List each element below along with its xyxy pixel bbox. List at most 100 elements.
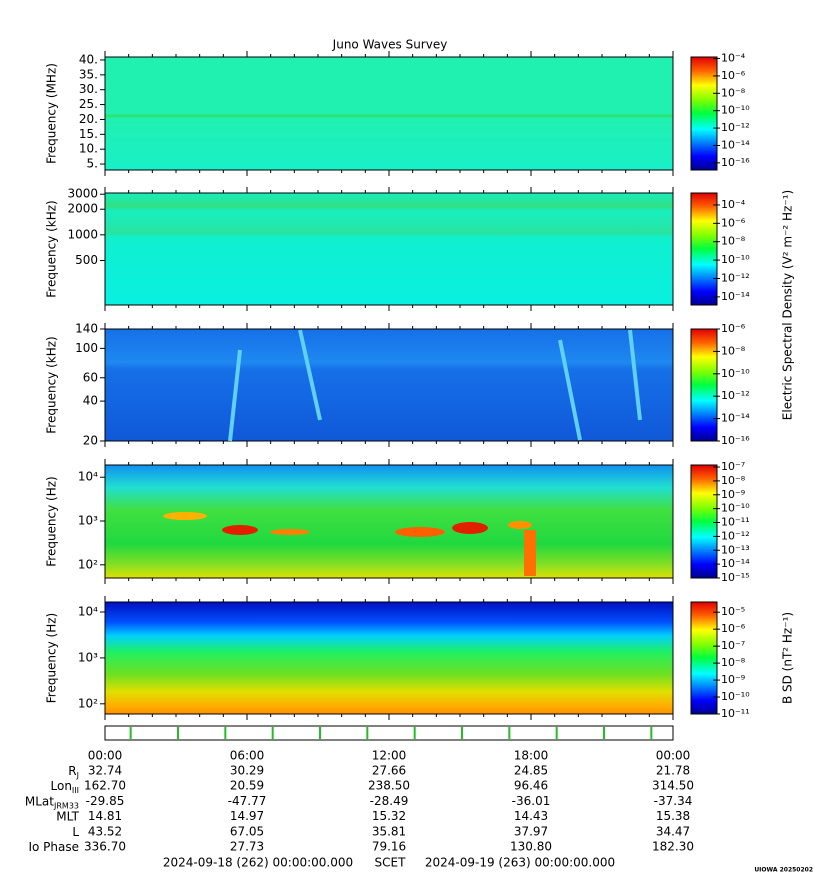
ephemeris-label-text: R [68, 764, 76, 778]
ephemeris-label-sub: III [72, 786, 79, 795]
emission [452, 522, 488, 534]
time-tick-label: 00:00 [656, 749, 691, 763]
y-tick-label: 10⁴ [78, 604, 98, 618]
ephemeris-value: -37.34 [654, 794, 693, 808]
colorbar-tick-label: 10⁻⁸ [721, 235, 746, 248]
ephemeris-label-text: MLat [25, 794, 54, 808]
footer-end: 2024-09-19 (263) 00:00:00.000 [425, 856, 615, 870]
ephemeris-value: 32.74 [88, 764, 122, 778]
time-tick-label: 06:00 [230, 749, 265, 763]
ephemeris-value: 34.47 [656, 824, 690, 838]
colorbar-tick-label: 10⁻⁹ [721, 488, 745, 501]
ephemeris-label: MLT [56, 809, 79, 823]
colorbar-tick-label: 10⁻¹⁵ [721, 571, 750, 584]
y-tick-label: 1000 [67, 227, 98, 241]
ephemeris-value: 14.81 [88, 809, 122, 823]
colorbar-tick-label: 10⁻⁸ [721, 474, 746, 487]
ephemeris-value: 27.73 [230, 840, 264, 854]
colorbar-tick-label: 10⁻⁷ [721, 639, 745, 652]
colorbar [690, 464, 718, 579]
y-tick-label: 40. [79, 52, 98, 66]
colorbar-tick-label: 10⁻⁴ [721, 198, 746, 211]
colorbar-tick-label: 10⁻⁶ [721, 216, 746, 229]
colorbar-tick-label: 10⁻¹⁰ [721, 253, 750, 266]
colorbar-tick-label: 10⁻¹² [721, 121, 750, 134]
ephemeris-label-sub: J [76, 771, 79, 780]
colorbar-tick-label: 10⁻¹² [721, 529, 750, 542]
spectrogram [105, 329, 673, 441]
y-axis-label: Frequency (kHz) [45, 200, 59, 297]
emission [508, 521, 532, 529]
ephemeris-value: 20.59 [230, 779, 264, 793]
colorbar-tick-label: 10⁻¹⁴ [721, 290, 750, 303]
colorbar-tick-label: 10⁻¹⁰ [721, 367, 750, 380]
y-tick-label: 20 [83, 434, 98, 448]
emission [524, 530, 536, 576]
ephemeris-value: 15.38 [656, 809, 690, 823]
ephemeris-value: 14.43 [514, 809, 548, 823]
y-tick-label: 10. [79, 142, 98, 156]
ephemeris-label-text: Lon [51, 779, 72, 793]
chart-title: Juno Waves Survey [332, 38, 448, 52]
colorbar-tick-label: 10⁻¹¹ [721, 516, 750, 529]
y-tick-label: 5. [87, 157, 98, 171]
colorbar-tick-label: 10⁻¹⁰ [721, 502, 750, 515]
ephemeris-label: L [72, 824, 79, 838]
colorbar-tick-label: 10⁻¹⁴ [721, 138, 750, 151]
y-axis-label: Frequency (Hz) [45, 613, 59, 704]
spectrogram [105, 602, 673, 714]
ephemeris-value: -47.77 [228, 794, 267, 808]
spectrogram [105, 193, 673, 305]
y-tick-label: 40 [83, 394, 98, 408]
colorbar-tick-label: 10⁻⁸ [721, 86, 746, 99]
ephemeris-value: 67.05 [230, 824, 264, 838]
colorbar-tick-label: 10⁻⁸ [721, 656, 746, 669]
y-tick-label: 25. [79, 97, 98, 111]
colorbar-tick-label: 10⁻⁸ [721, 344, 746, 357]
emission [228, 329, 642, 442]
emission [270, 529, 310, 535]
time-tick-label: 00:00 [88, 749, 123, 763]
colorbar-tick-label: 10⁻⁶ [721, 322, 746, 335]
colorbar-tick-label: 10⁻⁷ [721, 460, 745, 473]
ephemeris-value: 336.70 [84, 840, 126, 854]
y-tick-label: 2000 [67, 202, 98, 216]
emission [163, 512, 207, 520]
ephemeris-label: MLatJRM33 [25, 794, 79, 810]
y-axis-label: Frequency (Hz) [45, 476, 59, 567]
ephemeris-value: 30.29 [230, 764, 264, 778]
y-axis-label: Frequency (kHz) [45, 336, 59, 433]
ephemeris-value: 43.52 [88, 824, 122, 838]
colorbar-tick-label: 10⁻⁶ [721, 69, 746, 82]
y-tick-label: 20. [79, 112, 98, 126]
time-tick-label: 12:00 [372, 749, 407, 763]
colorbar-tick-label: 10⁻¹¹ [721, 707, 750, 720]
y-tick-label: 3000 [67, 187, 98, 201]
ephemeris-label-text: MLT [56, 809, 79, 823]
ephemeris-label: LonIII [51, 779, 80, 795]
ephemeris-label: Io Phase [28, 840, 79, 854]
ephemeris-value: 182.30 [652, 840, 694, 854]
y-tick-label: 10⁴ [78, 470, 98, 484]
colorbar-tick-label: 10⁻¹² [721, 271, 750, 284]
colorbar-tick-label: 10⁻¹⁶ [721, 156, 750, 169]
colorbar-tick-label: 10⁻¹⁴ [721, 412, 750, 425]
ephemeris-value: 21.78 [656, 764, 690, 778]
time-strip [104, 725, 674, 741]
colorbar-tick-label: 10⁻⁵ [721, 605, 745, 618]
ephemeris-value: 24.85 [514, 764, 548, 778]
y-tick-label: 10² [78, 557, 98, 571]
y-tick-label: 15. [79, 127, 98, 141]
y-tick-label: 30. [79, 82, 98, 96]
colorbar [690, 192, 718, 306]
spectrogram [105, 57, 673, 170]
y-tick-label: 10³ [78, 650, 98, 664]
ephemeris-value: 14.97 [230, 809, 264, 823]
ephemeris-label-sub: JRM33 [53, 801, 79, 810]
ephemeris-value: 27.66 [372, 764, 406, 778]
time-tick-label: 18:00 [514, 749, 549, 763]
ephemeris-value: 37.97 [514, 824, 548, 838]
ephemeris-value: -36.01 [512, 794, 551, 808]
footer-scet: SCET [375, 856, 407, 870]
